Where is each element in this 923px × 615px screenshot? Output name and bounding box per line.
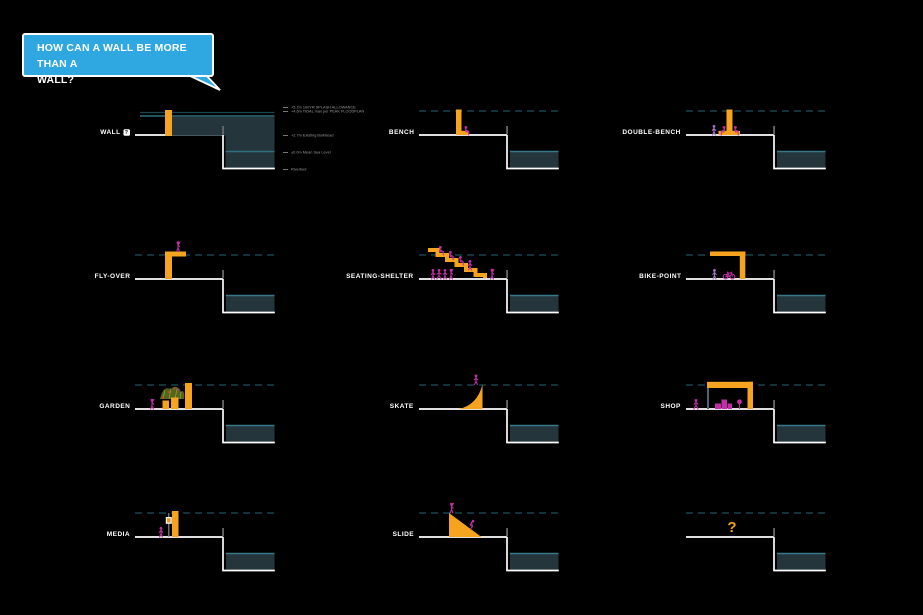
person-walking [436, 268, 442, 280]
title-speech-bubble: HOW CAN A WALL BE MORE THAN A WALL? [22, 33, 214, 86]
person-standing [430, 268, 436, 280]
flower [168, 391, 170, 393]
panel-label: BIKE-POINT [638, 273, 681, 280]
media-diagram [134, 511, 276, 572]
shop-post [707, 388, 709, 409]
question-diagram: ? [685, 512, 827, 572]
double-bench-shape [718, 130, 740, 135]
fly-over-diagram [134, 240, 276, 314]
panel-fly-over: FLY-OVER [55, 229, 277, 317]
title-text-line2: WALL? [37, 73, 75, 86]
annotation-item: ±0.0m Mean Sea Level [283, 151, 363, 155]
planter-box [171, 397, 179, 409]
panel-label: FLY-OVER [94, 273, 130, 280]
person-standing [442, 268, 448, 280]
panel-bike-point: BIKE-POINT [606, 229, 828, 317]
bench-diagram [418, 109, 560, 170]
canopy-shape [710, 251, 746, 256]
panel-slide: SLIDE [339, 487, 561, 575]
bike-point-diagram [685, 251, 827, 314]
panel-wall: WALL ? [55, 85, 277, 173]
skate-diagram [418, 373, 560, 444]
slide-diagram [418, 502, 560, 572]
seating-shelter-diagram [418, 245, 560, 314]
media-screen-content [167, 518, 171, 523]
person-waving [150, 398, 155, 410]
slide-shape [449, 513, 482, 537]
wall-shape [726, 109, 733, 131]
flood-wall-shape [165, 110, 172, 136]
question-bubble-icon: ? [123, 129, 130, 136]
person-walking [693, 398, 699, 410]
flower [177, 389, 179, 391]
person-standing [711, 124, 717, 136]
annotation-item: +5.2m 100YR SPLASH ALLOWANCE [283, 105, 409, 109]
annotation-item: +2.7m Existing Bulkhead [283, 133, 368, 137]
person-waving [449, 268, 454, 280]
annotation-item: Riverbed [283, 168, 319, 172]
panel-seating-shelter: SEATING-SHELTER [339, 229, 561, 317]
panel-label: BENCH [388, 129, 414, 136]
bicycle-icon [722, 271, 736, 280]
crate [715, 403, 721, 409]
wall-shape [456, 109, 462, 135]
panel-label: SKATE [390, 403, 414, 410]
person-waving [176, 240, 181, 253]
quarter-pipe-shape [458, 384, 483, 409]
double-bench-diagram [685, 109, 827, 170]
panel-label: SLIDE [392, 531, 414, 538]
wall-shape [739, 251, 746, 279]
panel-shop: SHOP [606, 359, 828, 447]
panel-media: MEDIA [55, 487, 277, 575]
wall-shape [165, 252, 172, 279]
person-waving [490, 268, 495, 280]
wall-shape [747, 381, 753, 409]
panel-skate: SKATE [339, 359, 561, 447]
panel-garden: GARDEN [55, 359, 277, 447]
garden-diagram [134, 383, 276, 444]
flood-level-annotations: +5.2m 100YR SPLASH ALLOWANCE +4.6m TIDAL… [283, 103, 364, 175]
panel-double-bench: DOUBLE-BENCH [606, 85, 828, 173]
plant-stems [162, 387, 182, 400]
panel-label: WALL ? [100, 129, 130, 136]
panel-label: SEATING-SHELTER [346, 273, 414, 280]
panel-label: DOUBLE-BENCH [622, 129, 681, 136]
bulkhead-tick [222, 126, 224, 135]
annotation-item: +4.6m TIDAL max per PEAK FLOODPLAN [283, 110, 424, 114]
canopy-shape [707, 381, 753, 388]
person-standing [712, 268, 717, 280]
panel-bench: BENCH [339, 85, 561, 173]
bench-shape [456, 130, 469, 135]
person-skater [473, 373, 479, 386]
flood-water-fill [172, 116, 275, 168]
crate [721, 399, 727, 409]
wall-diagram [135, 110, 275, 170]
stairs-shape [428, 248, 487, 279]
crate [727, 403, 732, 409]
person-watching [158, 526, 164, 538]
title-text-line1: HOW CAN A WALL BE MORE THAN A [37, 42, 187, 70]
plant-stand-top [737, 399, 742, 405]
screen-pole [168, 513, 170, 537]
flower [162, 396, 164, 399]
shop-diagram [685, 381, 827, 444]
panel-label: MEDIA [106, 531, 130, 538]
panel-label: GARDEN [98, 403, 130, 410]
person-waving [449, 502, 454, 514]
flower [173, 387, 175, 390]
wall-shape [172, 511, 179, 537]
wall-shape [185, 383, 192, 409]
planter-box [162, 400, 169, 409]
question-mark-text: ? [727, 519, 736, 536]
panel-label: SHOP [660, 403, 681, 410]
panel-question: ? [606, 487, 828, 575]
platform-shape [165, 251, 186, 257]
